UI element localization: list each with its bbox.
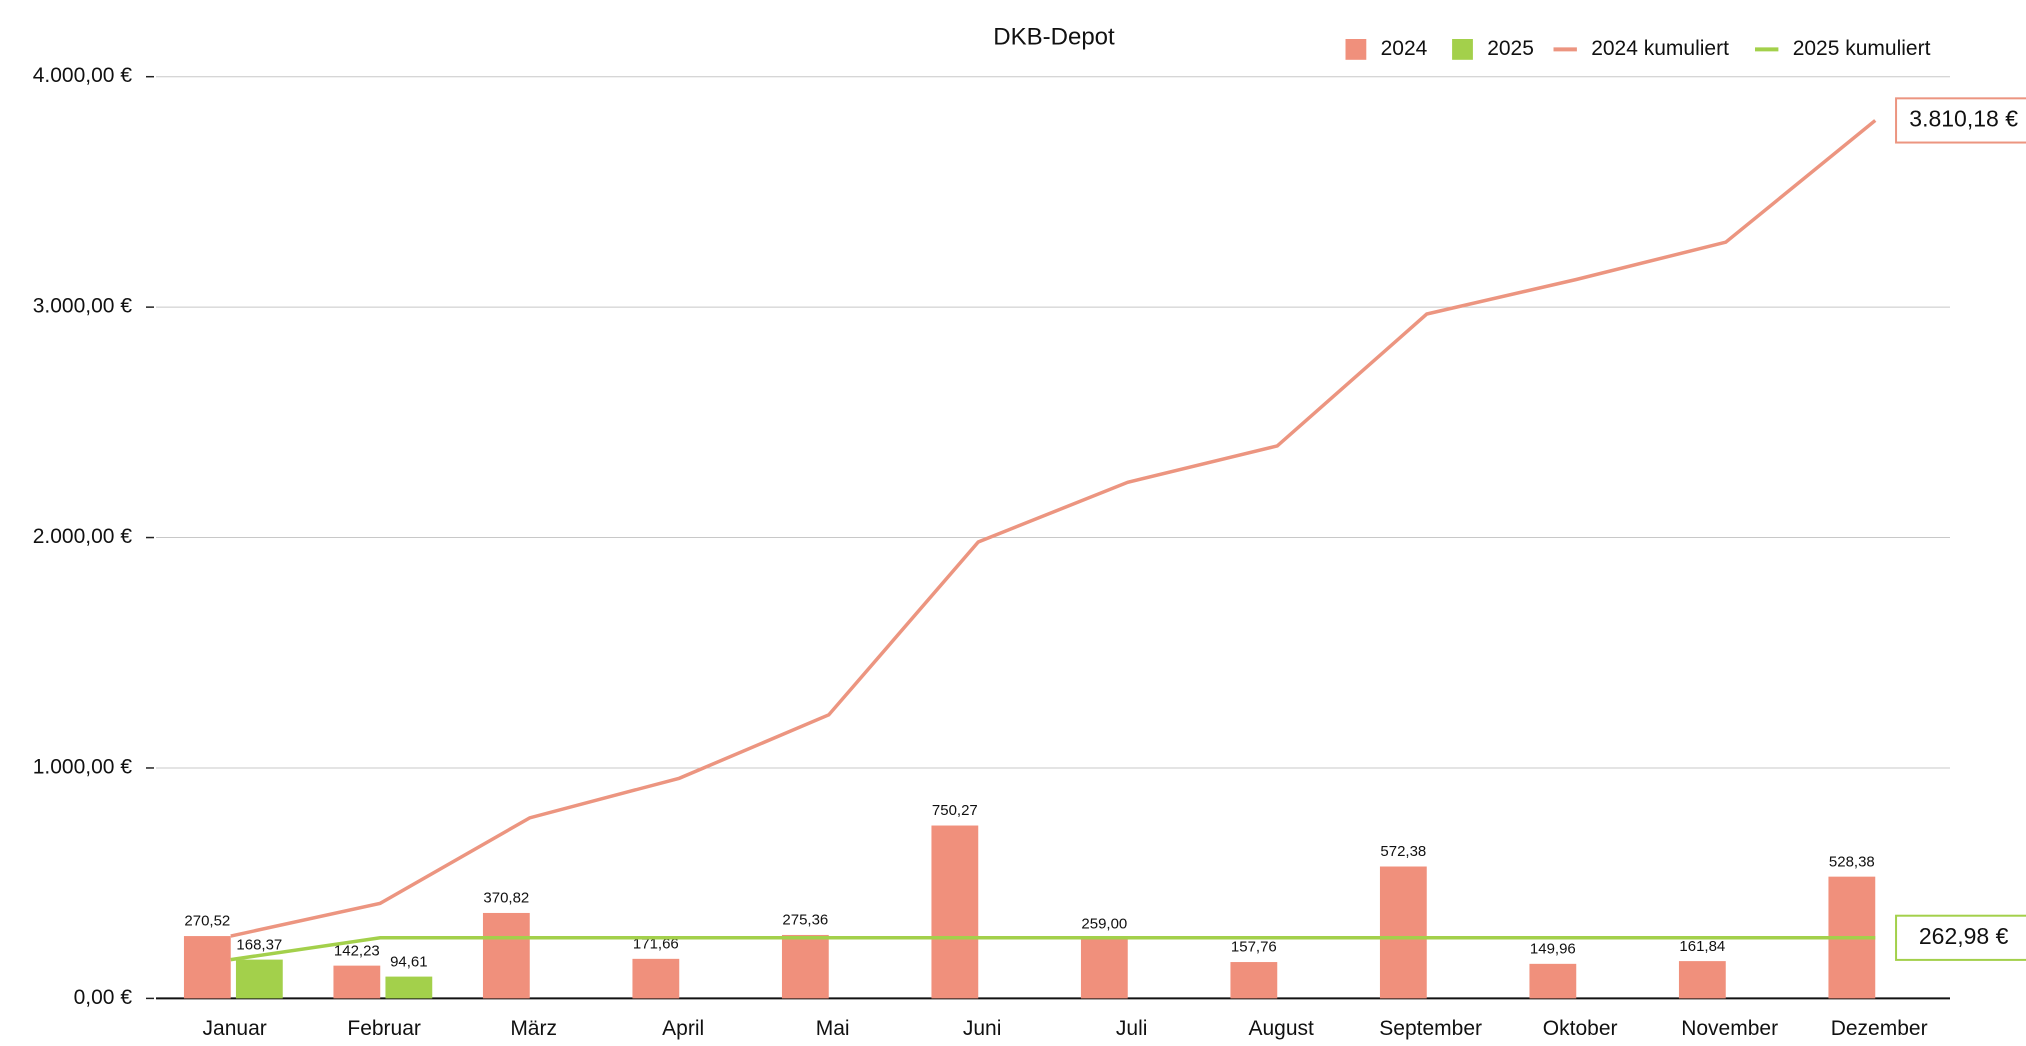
data-label: 270,52: [184, 913, 230, 930]
bar: [333, 965, 381, 999]
data-label: 370,82: [483, 890, 529, 907]
bar: [235, 959, 283, 999]
x-tick-label: Oktober: [1543, 1017, 1618, 1040]
line: [230, 936, 1876, 962]
data-label: 572,38: [1380, 843, 1426, 860]
x-tick-label: September: [1379, 1017, 1482, 1040]
bar: [482, 912, 530, 999]
line: [230, 119, 1877, 938]
x-tick-label: August: [1248, 1017, 1314, 1040]
legend-swatch: [1345, 39, 1367, 60]
data-label: 171,66: [633, 936, 679, 953]
y-tick-label: 4.000,00 €: [33, 64, 133, 87]
bar: [1678, 961, 1726, 999]
bar: [1529, 963, 1577, 999]
bar: [1230, 962, 1278, 999]
data-label: 161,84: [1679, 938, 1725, 955]
x-tick-label: April: [662, 1017, 704, 1040]
end-label-box: [1895, 97, 2026, 144]
data-label: 528,38: [1829, 853, 1875, 870]
bar: [1379, 866, 1427, 999]
bar: [632, 958, 680, 999]
y-tick-label: 3.000,00 €: [33, 295, 133, 318]
x-tick-label: Februar: [347, 1017, 421, 1040]
legend-label: 2025: [1487, 37, 1534, 60]
x-tick-label: Juli: [1116, 1017, 1148, 1040]
x-tick-label: Juni: [963, 1017, 1002, 1040]
end-label: 3.810,18 €: [1909, 106, 2018, 132]
chart-title: DKB-Depot: [993, 23, 1115, 50]
legend-label: 2024 kumuliert: [1591, 37, 1729, 60]
x-tick-label: November: [1681, 1017, 1778, 1040]
end-label-box: [1895, 914, 2026, 961]
y-tick-label: 1.000,00 €: [33, 756, 133, 779]
y-tick-label: 2.000,00 €: [33, 525, 133, 548]
legend-label: 2025 kumuliert: [1793, 37, 1931, 60]
bar: [1080, 938, 1128, 999]
bar: [781, 934, 829, 999]
y-tick-label: 0,00 €: [74, 986, 133, 1009]
bar: [931, 825, 979, 999]
data-label: 168,37: [236, 936, 282, 953]
data-label: 157,76: [1231, 939, 1277, 956]
x-tick-label: März: [510, 1017, 557, 1040]
data-label: 259,00: [1081, 915, 1127, 932]
data-label: 149,96: [1530, 941, 1576, 958]
bar: [183, 936, 231, 999]
x-tick-label: Dezember: [1831, 1017, 1928, 1040]
legend-swatch: [1452, 39, 1473, 60]
data-label: 750,27: [932, 802, 978, 819]
x-tick-label: Januar: [203, 1017, 267, 1040]
x-tick-label: Mai: [816, 1017, 850, 1040]
end-label: 262,98 €: [1919, 923, 2009, 949]
data-label: 94,61: [390, 953, 428, 970]
legend-label: 2024: [1381, 37, 1428, 60]
data-label: 142,23: [334, 942, 380, 959]
data-label: 275,36: [782, 912, 828, 929]
bar: [385, 976, 433, 999]
